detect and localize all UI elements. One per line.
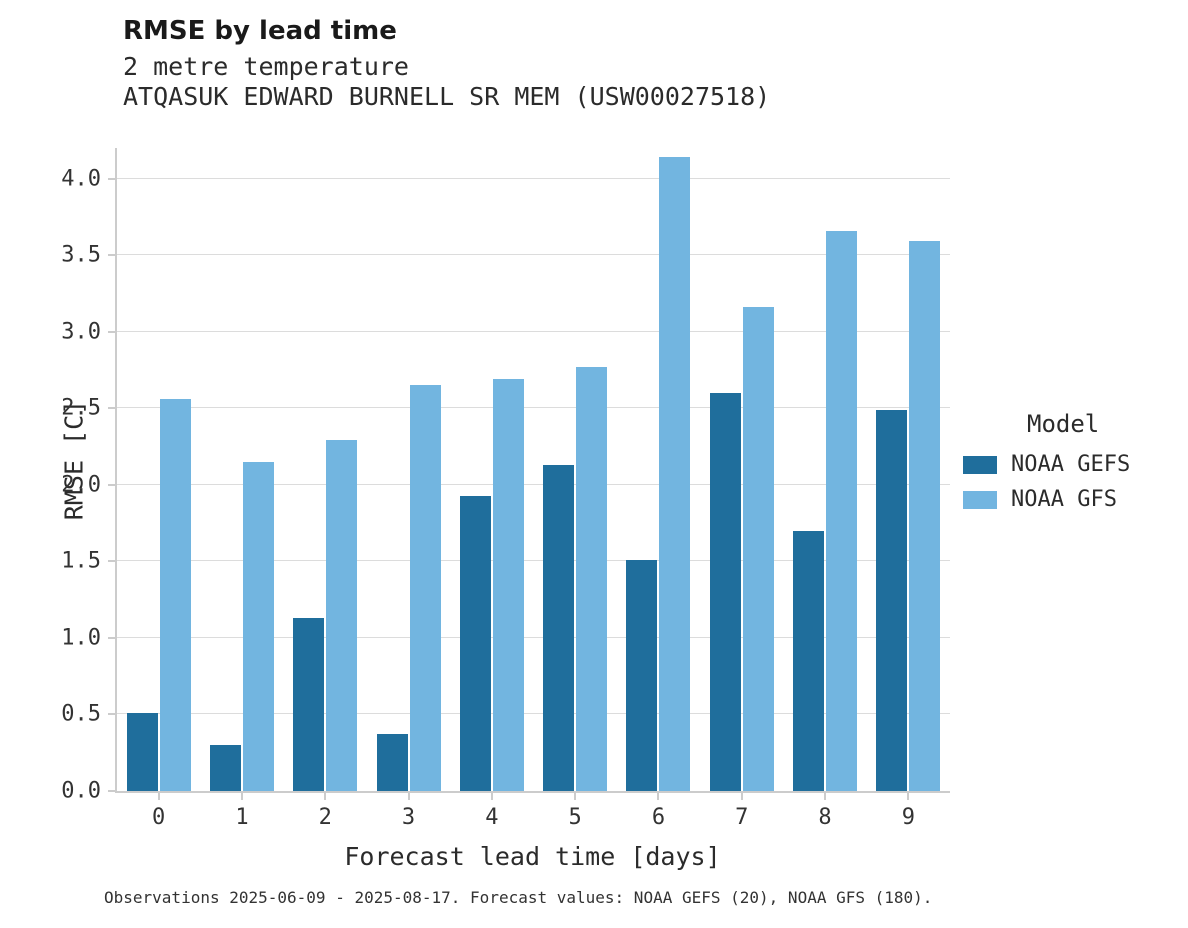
gefs-color-swatch-icon <box>963 455 997 474</box>
x-tick-label: 0 <box>152 805 166 830</box>
chart-subtitle-variable: 2 metre temperature <box>123 52 409 81</box>
y-tick-mark <box>108 177 115 180</box>
bar-noaa-gefs-lead-6 <box>626 559 658 791</box>
x-tick-mark <box>740 793 743 800</box>
x-tick-mark <box>657 793 660 800</box>
y-tick-label: 1.5 <box>61 548 101 574</box>
y-tick-label: 3.0 <box>61 319 101 345</box>
x-tick-mark <box>907 793 910 800</box>
bar-group-lead-1 <box>200 148 283 791</box>
x-tick-label: 8 <box>818 805 832 830</box>
gridline <box>117 636 950 638</box>
x-tick-mark <box>240 793 243 800</box>
bar-group-lead-7 <box>700 148 783 791</box>
legend-label-gfs: NOAA GFS <box>1011 487 1117 512</box>
y-tick-label: 1.0 <box>61 625 101 651</box>
y-tick-label: 2.5 <box>61 395 101 421</box>
bar-noaa-gefs-lead-5 <box>543 464 575 791</box>
gridline <box>117 483 950 485</box>
x-tick-label: 3 <box>401 805 416 830</box>
legend-entry-gefs: NOAA GEFS <box>963 452 1130 477</box>
y-tick-label: 0.5 <box>61 701 101 727</box>
x-tick-mark <box>157 793 160 800</box>
y-tick-mark <box>108 254 115 257</box>
x-tick-label: 5 <box>568 805 582 830</box>
legend-label-gefs: NOAA GEFS <box>1011 452 1131 477</box>
bar-noaa-gfs-lead-3 <box>409 385 441 791</box>
x-tick-mark <box>324 793 327 800</box>
chart-subtitle-station: ATQASUK EDWARD BURNELL SR MEM (USW000275… <box>123 82 771 111</box>
x-tick-mark <box>824 793 827 800</box>
bar-noaa-gefs-lead-4 <box>459 495 491 791</box>
bar-group-lead-4 <box>450 148 533 791</box>
bar-noaa-gefs-lead-0 <box>126 712 158 791</box>
legend: Model NOAA GEFS NOAA GFS <box>963 410 1130 522</box>
bar-noaa-gefs-lead-1 <box>209 745 241 791</box>
bar-group-lead-6 <box>617 148 700 791</box>
x-tick-label: 4 <box>485 805 499 830</box>
bar-noaa-gefs-lead-7 <box>709 392 741 791</box>
bars-container <box>117 148 950 791</box>
bar-noaa-gfs-lead-0 <box>159 399 191 791</box>
bar-group-lead-5 <box>533 148 616 791</box>
bar-group-lead-3 <box>367 148 450 791</box>
bar-noaa-gefs-lead-2 <box>293 618 325 791</box>
chart-title: RMSE by lead time <box>123 16 397 46</box>
gfs-color-swatch-icon <box>963 490 997 509</box>
bar-noaa-gfs-lead-1 <box>242 461 274 791</box>
y-tick-mark <box>108 713 115 716</box>
plot-area: 0.0 0.5 1.0 1.5 2.0 2.5 3.0 3.5 4.0 0 1 2 3 4 5 6 7 8 9 <box>61 148 950 830</box>
gridline <box>117 330 950 332</box>
gridline <box>117 177 950 179</box>
x-tick-label: 6 <box>651 805 666 830</box>
x-tick-mark <box>490 793 493 800</box>
x-tick-label: 1 <box>235 805 249 830</box>
bar-noaa-gfs-lead-4 <box>492 379 524 791</box>
bar-noaa-gefs-lead-8 <box>793 530 825 791</box>
x-tick-mark <box>407 793 410 800</box>
legend-entry-gfs: NOAA GFS <box>963 487 1130 512</box>
y-tick-label: 2.0 <box>61 472 101 498</box>
y-tick-label: 0.0 <box>61 778 101 804</box>
bar-noaa-gfs-lead-8 <box>826 230 858 791</box>
y-tick-mark <box>108 407 115 410</box>
y-tick-mark <box>108 790 115 792</box>
bar-group-lead-0 <box>117 148 200 791</box>
bar-noaa-gfs-lead-5 <box>576 366 608 791</box>
y-tick-label: 4.0 <box>61 166 101 192</box>
x-tick-mark <box>574 793 577 800</box>
y-tick-label: 3.5 <box>61 242 101 268</box>
y-tick-mark <box>108 330 115 333</box>
x-axis-label: Forecast lead time [days] <box>344 842 721 871</box>
bar-group-lead-2 <box>284 148 367 791</box>
caption: Observations 2025-06-09 - 2025-08-17. Fo… <box>104 888 933 907</box>
bar-noaa-gfs-lead-6 <box>659 157 691 791</box>
bar-noaa-gefs-lead-3 <box>376 734 408 791</box>
bar-group-lead-9 <box>867 148 950 791</box>
bar-noaa-gfs-lead-2 <box>326 440 358 791</box>
x-tick-label: 2 <box>318 805 332 830</box>
gridline <box>117 560 950 562</box>
gridline <box>117 254 950 256</box>
y-tick-mark <box>108 560 115 563</box>
y-tick-mark <box>108 483 115 486</box>
legend-title: Model <box>1027 410 1100 438</box>
x-tick-label: 9 <box>901 805 915 830</box>
bar-noaa-gfs-lead-9 <box>909 241 941 791</box>
bar-group-lead-8 <box>783 148 866 791</box>
gridline <box>117 713 950 715</box>
y-tick-mark <box>108 636 115 639</box>
gridline <box>117 407 950 409</box>
bar-noaa-gfs-lead-7 <box>742 307 774 791</box>
x-tick-label: 7 <box>735 805 749 830</box>
bar-noaa-gefs-lead-9 <box>876 409 908 791</box>
